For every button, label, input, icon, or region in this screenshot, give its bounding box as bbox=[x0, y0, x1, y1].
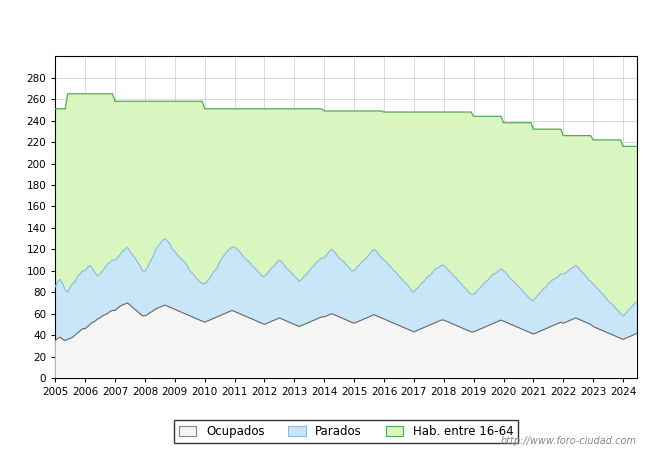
Text: http://www.foro-ciudad.com: http://www.foro-ciudad.com bbox=[501, 436, 637, 446]
Legend: Ocupados, Parados, Hab. entre 16-64: Ocupados, Parados, Hab. entre 16-64 bbox=[174, 420, 518, 443]
Text: Villaverde de Guadalimar - Evolucion de la poblacion en edad de Trabajar Mayo de: Villaverde de Guadalimar - Evolucion de … bbox=[64, 17, 586, 30]
